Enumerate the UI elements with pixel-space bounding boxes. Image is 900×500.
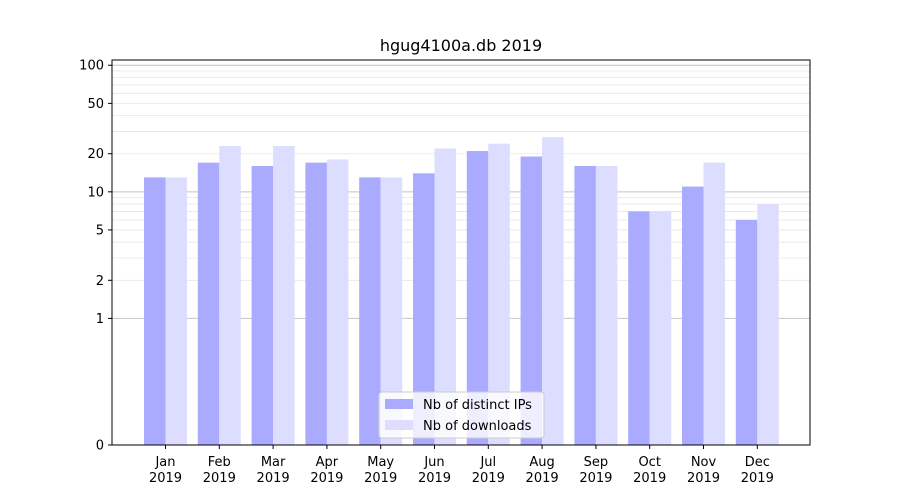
x-tick-label-year: 2019 [687,471,720,486]
bar-distinct-ips-feb [197,162,220,445]
bar-distinct-ips-sep [574,165,596,446]
x-tick-label-year: 2019 [310,471,343,486]
bar-downloads-dec [757,204,779,445]
y-tick-label: 1 [96,312,104,327]
bar-downloads-aug [542,137,564,446]
bar-downloads-jul [488,143,510,445]
bar-downloads-apr [326,159,349,445]
y-tick-label: 50 [87,97,104,112]
x-tick-label-month: Aug [529,455,554,470]
x-tick-label-month: Apr [316,455,339,470]
bar-distinct-ips-nov [682,186,704,446]
x-tick-label-year: 2019 [257,471,290,486]
x-tick-label-year: 2019 [633,471,666,486]
bar-downloads-jun [434,148,456,445]
x-tick-label-month: Nov [691,455,717,470]
bar-downloads-mar [273,146,295,445]
bar-downloads-jan [165,177,187,446]
x-tick-label-month: Dec [745,455,770,470]
x-tick-label-year: 2019 [203,471,236,486]
legend: Nb of distinct IPs Nb of downloads [378,391,545,439]
x-tick-label-year: 2019 [364,471,397,486]
x-tick-label-month: Sep [584,455,609,470]
x-tick-label-year: 2019 [526,471,559,486]
bar-distinct-ips-jul [466,151,489,445]
y-tick-label: 20 [87,147,104,162]
legend-swatch-downloads [385,420,413,430]
x-tick-label-month: Mar [261,455,286,470]
bar-downloads-feb [219,146,241,445]
y-tick-label: 0 [96,439,104,454]
y-tick-label: 5 [96,223,104,238]
plot-area-frame [111,59,811,446]
y-tick-label: 10 [87,185,104,200]
bar-downloads-nov [703,162,725,445]
y-tick-label: 100 [79,59,104,74]
x-axis: Jan2019Feb2019Mar2019Apr2019May2019Jun20… [149,445,774,486]
chart-title: hgug4100a.db 2019 [380,36,542,55]
x-tick-label-month: Jan [154,455,175,470]
legend-label-downloads: Nb of downloads [423,419,532,434]
bar-distinct-ips-apr [305,162,327,445]
x-tick-label-year: 2019 [418,471,451,486]
bar-downloads-may [380,177,403,446]
bar-distinct-ips-mar [251,165,274,446]
y-tick-label: 2 [96,274,104,289]
x-tick-label-month: Feb [208,455,231,470]
legend-swatch-distinct-ips [385,399,413,409]
legend-label-distinct-ips: Nb of distinct IPs [423,398,532,413]
bar-distinct-ips-aug [520,156,543,446]
bar-distinct-ips-may [359,177,381,446]
bar-distinct-ips-oct [628,211,650,445]
y-axis: 0 1 2 5 10 20 50 100 [79,59,112,454]
x-tick-label-month: Oct [638,455,660,470]
x-tick-label-month: Jun [423,455,444,470]
bar-downloads-sep [595,165,618,446]
x-tick-label-month: May [367,455,394,470]
bar-downloads-oct [649,211,672,445]
x-tick-label-month: Jul [479,455,496,470]
x-tick-label-year: 2019 [579,471,612,486]
x-tick-label-year: 2019 [149,471,182,486]
x-tick-label-year: 2019 [741,471,774,486]
bar-distinct-ips-jun [413,173,435,445]
x-tick-label-year: 2019 [472,471,505,486]
bar-distinct-ips-dec [735,219,758,445]
bars [144,137,779,446]
bar-distinct-ips-jan [144,177,166,446]
legend-box [378,391,545,439]
